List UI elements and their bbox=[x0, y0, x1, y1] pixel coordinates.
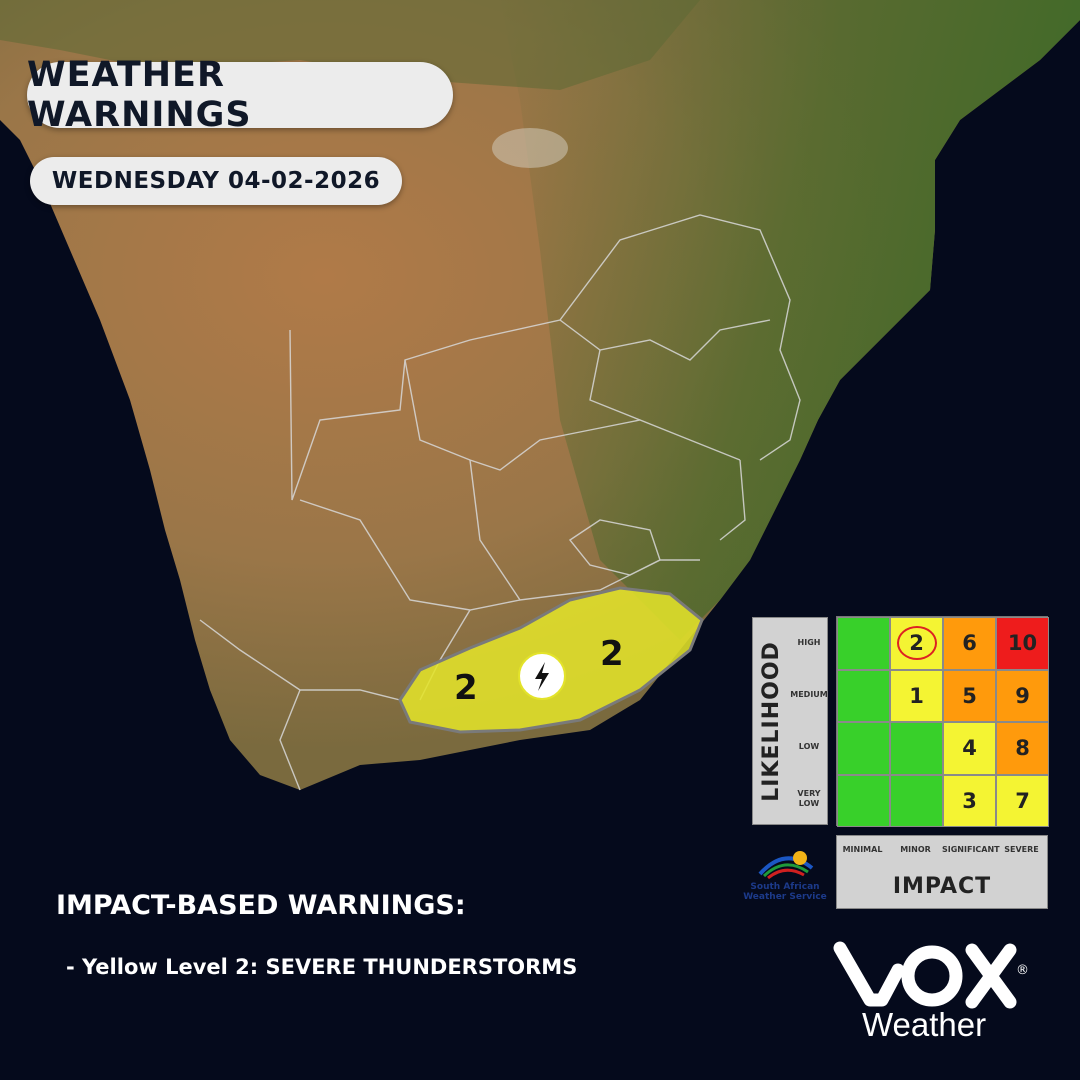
risk-cell bbox=[837, 722, 890, 775]
likelihood-row-label: VERY LOW bbox=[797, 789, 821, 808]
warning-level-label: 2 bbox=[454, 668, 478, 708]
risk-matrix: 2 6 10 1 5 9 4 8 3 7 bbox=[836, 616, 1049, 827]
risk-cell bbox=[837, 617, 890, 670]
impact-col-label: SIGNIFICANT bbox=[942, 845, 1000, 854]
risk-cell: 5 bbox=[943, 669, 996, 722]
risk-cell: 7 bbox=[996, 774, 1049, 827]
likelihood-axis-panel bbox=[752, 617, 828, 825]
risk-cell bbox=[837, 669, 890, 722]
impact-col-label: MINIMAL bbox=[842, 845, 883, 854]
vox-weather-label: Weather bbox=[862, 1006, 987, 1043]
page-title: WEATHER WARNINGS bbox=[27, 55, 453, 135]
green-east-region bbox=[500, 0, 1080, 640]
impact-axis-panel bbox=[836, 835, 1048, 909]
saws-logo bbox=[758, 851, 814, 880]
risk-cell: 4 bbox=[943, 722, 996, 775]
risk-cell: 2 bbox=[890, 617, 943, 670]
impact-col-label: MINOR bbox=[900, 845, 931, 854]
risk-cell: 1 bbox=[890, 669, 943, 722]
forecast-date: WEDNESDAY 04-02-2026 bbox=[30, 157, 402, 205]
warning-level-label: 2 bbox=[600, 634, 624, 674]
risk-cell: 10 bbox=[996, 617, 1049, 670]
impact-axis-title: IMPACT bbox=[892, 874, 992, 899]
risk-cell: 9 bbox=[996, 669, 1049, 722]
likelihood-row-label: MEDIUM bbox=[790, 690, 828, 699]
warning-item: - Yellow Level 2: SEVERE THUNDERSTORMS bbox=[66, 955, 578, 979]
highlight-ring bbox=[896, 626, 937, 661]
risk-cell: 8 bbox=[996, 722, 1049, 775]
likelihood-axis-title: LIKELIHOOD bbox=[758, 640, 784, 802]
impact-col-label: SEVERE bbox=[1004, 845, 1039, 854]
registered-mark: ® bbox=[1016, 963, 1029, 978]
likelihood-row-label: LOW bbox=[798, 742, 820, 751]
risk-cell: 6 bbox=[943, 617, 996, 670]
salt-pan bbox=[492, 128, 568, 168]
risk-cell bbox=[890, 722, 943, 775]
lightning-icon bbox=[518, 652, 566, 700]
saws-logo-text: South African Weather Service bbox=[743, 882, 827, 902]
risk-cell bbox=[837, 774, 890, 827]
vox-logo: ® bbox=[833, 941, 1029, 1009]
risk-cell: 3 bbox=[943, 774, 996, 827]
likelihood-row-label: HIGH bbox=[797, 638, 821, 647]
country-borders bbox=[199, 214, 801, 791]
warnings-heading: IMPACT-BASED WARNINGS: bbox=[56, 890, 466, 921]
risk-cell bbox=[890, 774, 943, 827]
